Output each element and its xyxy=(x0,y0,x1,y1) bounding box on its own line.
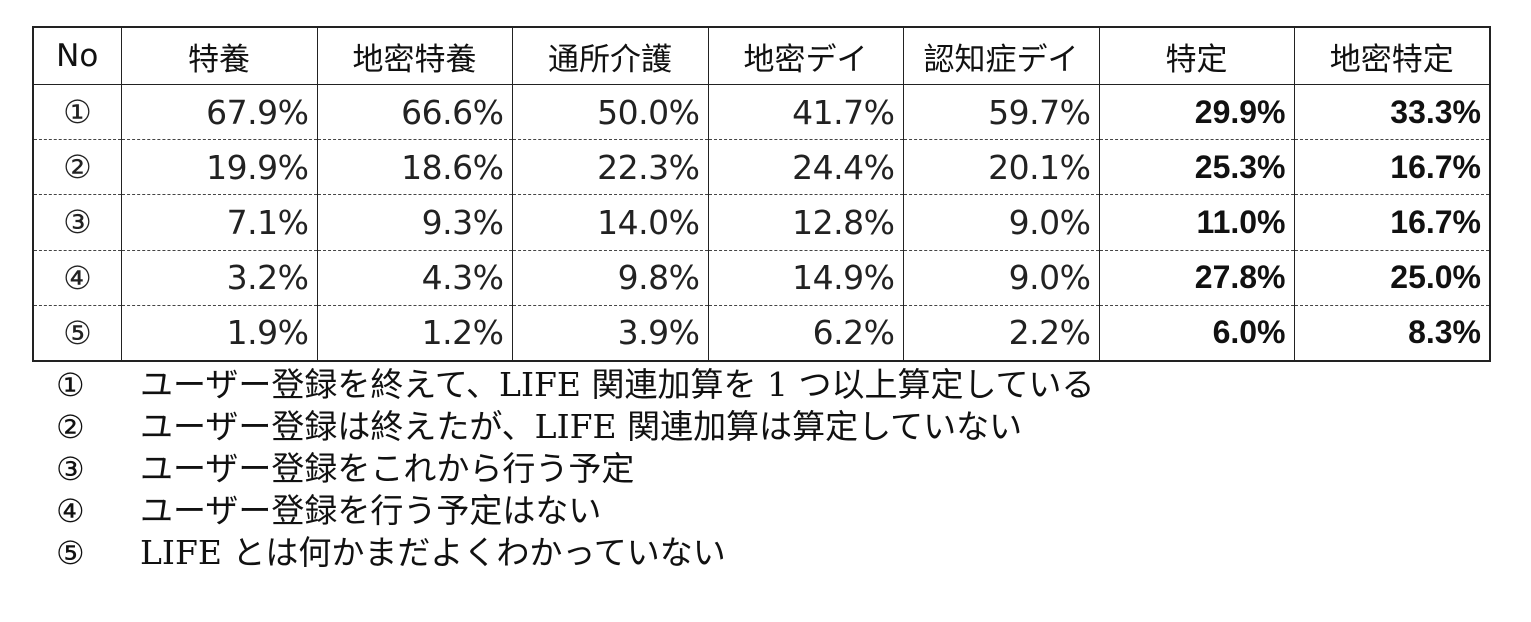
table-cell: 16.7% xyxy=(1293,139,1490,195)
table-cell: 2.2% xyxy=(902,304,1099,361)
row-number: ③ xyxy=(32,194,121,251)
legend-mark: ① xyxy=(56,366,85,404)
table-row: ① 67.9% 66.6% 50.0% 41.7% 59.7% 29.9% 33… xyxy=(32,84,1490,140)
column-header-chimitsu-day: 地密デイ xyxy=(707,27,903,85)
legend-mark: ③ xyxy=(56,450,85,488)
legend-item: ③ ユーザー登録をこれから行う予定 xyxy=(56,448,1456,490)
column-header-chimitsu-tokuyo: 地密特養 xyxy=(316,27,512,85)
legend-mark: ④ xyxy=(56,492,85,530)
table-cell: 59.7% xyxy=(902,84,1099,140)
table-cell: 20.1% xyxy=(902,139,1099,195)
table-cell: 22.3% xyxy=(511,139,708,195)
table-cell: 9.3% xyxy=(316,194,512,251)
table-cell: 24.4% xyxy=(707,139,903,195)
table-cell: 67.9% xyxy=(120,84,317,140)
row-number: ② xyxy=(32,139,121,195)
legend-mark: ② xyxy=(56,408,85,446)
table-row: ③ 7.1% 9.3% 14.0% 12.8% 9.0% 11.0% 16.7% xyxy=(32,194,1490,251)
table-row: ⑤ 1.9% 1.2% 3.9% 6.2% 2.2% 6.0% 8.3% xyxy=(32,304,1490,361)
column-header-tokuyo: 特養 xyxy=(120,27,317,85)
table-cell: 9.0% xyxy=(902,194,1099,251)
legend-item: ⑤ LIFE とは何かまだよくわかっていない xyxy=(56,532,1456,574)
table-cell: 7.1% xyxy=(120,194,317,251)
table-cell: 14.9% xyxy=(707,249,903,306)
table-cell: 12.8% xyxy=(707,194,903,251)
column-header-no: No xyxy=(32,27,121,85)
row-number: ⑤ xyxy=(32,304,121,361)
column-header-ninchisho-day: 認知症デイ xyxy=(902,27,1099,85)
legend-mark: ⑤ xyxy=(56,534,85,572)
table-cell: 66.6% xyxy=(316,84,512,140)
legend-item: ① ユーザー登録を終えて、LIFE 関連加算を 1 つ以上算定している xyxy=(56,364,1456,406)
legend-text: ユーザー登録は終えたが、LIFE 関連加算は算定していない xyxy=(140,407,1023,446)
table-cell: 18.6% xyxy=(316,139,512,195)
table-row: ② 19.9% 18.6% 22.3% 24.4% 20.1% 25.3% 16… xyxy=(32,139,1490,195)
table-cell: 25.3% xyxy=(1098,139,1294,195)
table-cell: 25.0% xyxy=(1293,249,1490,306)
table-cell: 1.2% xyxy=(316,304,512,361)
legend-item: ④ ユーザー登録を行う予定はない xyxy=(56,490,1456,532)
column-header-tokutei: 特定 xyxy=(1098,27,1294,85)
legend-text: ユーザー登録を終えて、LIFE 関連加算を 1 つ以上算定している xyxy=(140,365,1095,404)
legend-text: ユーザー登録をこれから行う予定 xyxy=(140,449,635,488)
table-cell: 33.3% xyxy=(1293,84,1490,140)
table-cell: 8.3% xyxy=(1293,304,1490,361)
header-row: No 特養 地密特養 通所介護 地密デイ 認知症デイ 特定 地密特定 xyxy=(32,27,1490,85)
column-header-chimitsu-tokutei: 地密特定 xyxy=(1293,27,1490,85)
table-cell: 14.0% xyxy=(511,194,708,251)
table-cell: 16.7% xyxy=(1293,194,1490,251)
table-cell: 3.2% xyxy=(120,249,317,306)
table-cell: 1.9% xyxy=(120,304,317,361)
legend-item: ② ユーザー登録は終えたが、LIFE 関連加算は算定していない xyxy=(56,406,1456,448)
row-number: ④ xyxy=(32,249,121,306)
table-cell: 19.9% xyxy=(120,139,317,195)
table-cell: 11.0% xyxy=(1098,194,1294,251)
table-cell: 6.0% xyxy=(1098,304,1294,361)
table-cell: 3.9% xyxy=(511,304,708,361)
legend-text: ユーザー登録を行う予定はない xyxy=(140,491,602,530)
table-cell: 6.2% xyxy=(707,304,903,361)
table-cell: 29.9% xyxy=(1098,84,1294,140)
table-cell: 9.0% xyxy=(902,249,1099,306)
row-number: ① xyxy=(32,84,121,140)
table-cell: 41.7% xyxy=(707,84,903,140)
table-cell: 9.8% xyxy=(511,249,708,306)
table-cell: 4.3% xyxy=(316,249,512,306)
table-row: ④ 3.2% 4.3% 9.8% 14.9% 9.0% 27.8% 25.0% xyxy=(32,249,1490,306)
column-header-tsusho-kaigo: 通所介護 xyxy=(511,27,708,85)
table-cell: 50.0% xyxy=(511,84,708,140)
table-cell: 27.8% xyxy=(1098,249,1294,306)
results-table: No 特養 地密特養 通所介護 地密デイ 認知症デイ 特定 地密特定 ① 67.… xyxy=(32,26,1491,362)
legend-text: LIFE とは何かまだよくわかっていない xyxy=(140,533,726,572)
legend: ① ユーザー登録を終えて、LIFE 関連加算を 1 つ以上算定している ② ユー… xyxy=(56,364,1456,574)
